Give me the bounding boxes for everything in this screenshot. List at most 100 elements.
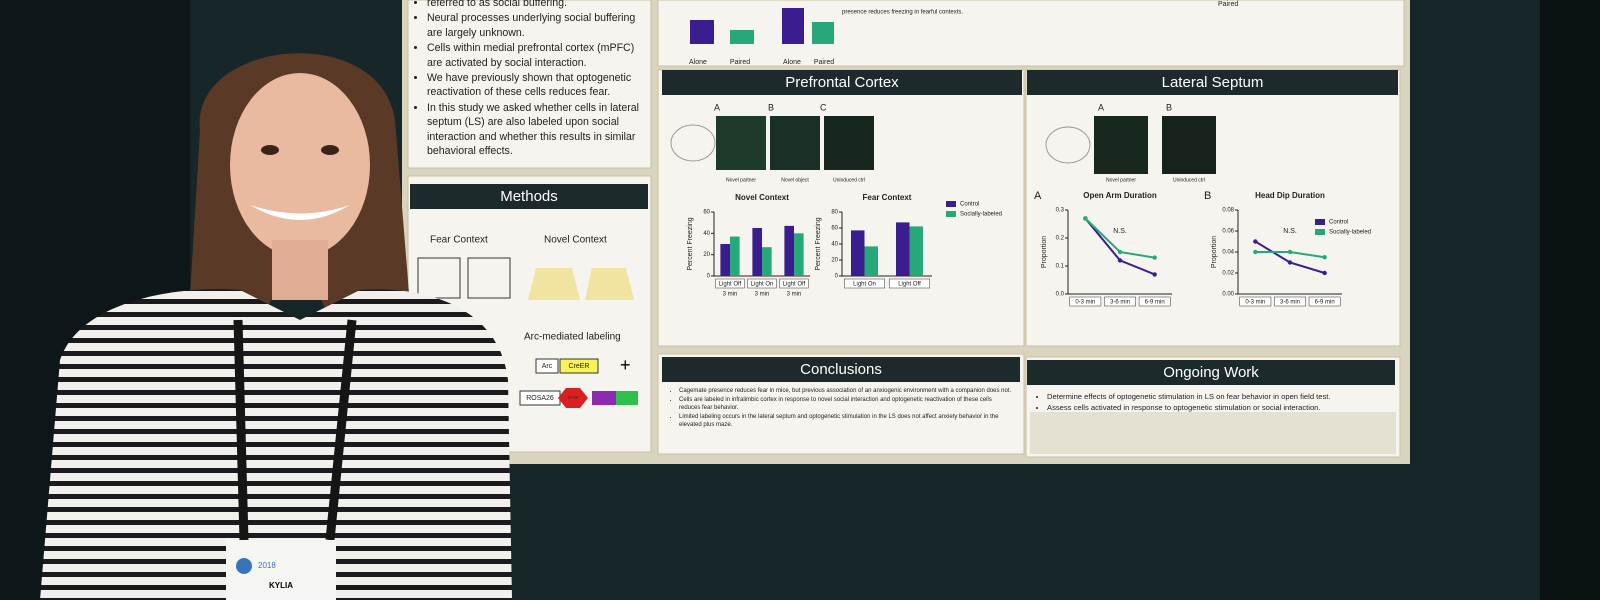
x-label-box (844, 278, 885, 289)
legend-swatch (1315, 229, 1325, 235)
point (1253, 249, 1258, 255)
conclusions-text: Cagemate presence reduces fear in mice, … (666, 387, 1014, 430)
micrograph (824, 116, 874, 170)
caption: Uninduced ctrl (1173, 177, 1205, 183)
legend-entry: Socially-labeled (960, 212, 1002, 218)
panel-letter: A (1098, 102, 1104, 112)
mini-bar (730, 30, 754, 44)
label: Alone (783, 59, 801, 66)
legend-entry: Control (1329, 220, 1348, 226)
gene-box (592, 391, 616, 405)
mini-bar (782, 8, 804, 44)
lanyard (233, 319, 357, 541)
eye (261, 145, 279, 155)
legend-swatch (1315, 219, 1325, 225)
x-tick-label: 0-3 min (1075, 300, 1095, 306)
axis-label: Proportion (1041, 236, 1048, 268)
shirt (40, 289, 512, 600)
legend-entry: Paired (1218, 1, 1238, 8)
y-tick-label: 0 (835, 274, 839, 280)
x-tick-label: 0-3 min (1245, 300, 1265, 306)
y-tick-label: 0.08 (1222, 208, 1234, 214)
point (1152, 255, 1157, 260)
x-tick-label: 3-6 min (1110, 300, 1130, 306)
y-tick-label: 0 (707, 274, 711, 280)
y-tick-label: 0.0 (1056, 292, 1065, 298)
panel-letter: A (714, 102, 720, 112)
point (1083, 216, 1088, 221)
arena (528, 268, 580, 300)
y-tick-label: 0.00 (1222, 292, 1234, 298)
badge-name: KYLIA (269, 581, 293, 590)
bullet: Cagemate presence reduces fear in mice, … (679, 387, 1014, 395)
y-tick-label: 0.1 (1056, 264, 1065, 270)
legend-swatch (946, 201, 956, 207)
x-sublabel: 3 min (787, 292, 802, 298)
board-edge (1540, 0, 1600, 600)
gene-box (559, 358, 599, 374)
point (1117, 258, 1123, 263)
bullet: referred to as social buffering. (427, 0, 646, 10)
label: Alone (689, 59, 707, 66)
caption: Novel partner (1106, 177, 1136, 183)
caption: Uninduced ctrl (833, 177, 865, 183)
section-header: Conclusions (662, 357, 1020, 382)
bar (752, 228, 762, 276)
method-label: Arc-mediated labeling (524, 332, 621, 343)
y-tick-label: 60 (831, 226, 838, 232)
bullet-list: Cagemate presence reduces fear in mice, … (666, 387, 1014, 429)
point (1322, 255, 1327, 260)
brain-outline (1045, 126, 1091, 164)
point (1322, 270, 1327, 276)
bar (730, 236, 740, 276)
eye (321, 145, 339, 155)
x-tick-label: Light Off (898, 282, 921, 288)
section-header: Lateral Septum (1027, 70, 1398, 95)
y-tick-label: 60 (703, 210, 710, 216)
bar (762, 247, 772, 276)
chamber (467, 257, 511, 299)
x-sublabel: 3 min (755, 292, 770, 298)
gene-box (535, 358, 559, 374)
x-tick-label: Light Off (783, 282, 806, 288)
bullet: We have previously shown that optogeneti… (427, 71, 646, 100)
label: Paired (814, 59, 834, 66)
bar (864, 246, 878, 276)
bullet: Neural processes underlying social buffe… (427, 11, 646, 40)
x-label-box (889, 278, 930, 289)
bullet: In this study we asked whether cells in … (427, 101, 646, 159)
axis-label: Proportion (1211, 236, 1218, 268)
legend-swatch (946, 211, 956, 217)
y-tick-label: 0.06 (1222, 229, 1234, 235)
bullet: Determine effects of optogenetic stimula… (1047, 392, 1390, 402)
smile (250, 205, 350, 220)
bar (896, 222, 910, 276)
panel-letter: C (820, 102, 827, 112)
x-tick-label: Light Off (719, 282, 742, 288)
method-label: Novel Context (544, 235, 607, 246)
x-label-box (1104, 296, 1136, 307)
micrograph (770, 116, 820, 170)
gene-label: CreER (568, 363, 589, 370)
y-tick-label: 40 (831, 242, 838, 248)
panel-letter: B (1166, 102, 1172, 112)
axis-label: Percent Freezing (687, 217, 694, 270)
micrograph (1094, 116, 1148, 174)
x-label-box (1239, 296, 1272, 307)
intro-panel (407, 0, 652, 169)
bar (851, 230, 865, 276)
x-label-box (1274, 296, 1306, 307)
badge-year: 2018 (258, 561, 276, 570)
chart-title: Head Dip Duration (1255, 191, 1325, 200)
bar (794, 233, 804, 276)
x-label-box (1069, 296, 1102, 307)
bullet: Cells within medial prefrontal cortex (m… (427, 41, 646, 70)
point (1117, 249, 1123, 255)
caption: Novel object (781, 177, 809, 183)
bar (784, 225, 794, 276)
x-tick-label: Light On (751, 282, 774, 288)
x-label-box (779, 278, 809, 289)
annotation: N.S. (1113, 228, 1127, 235)
results-strip (657, 0, 1405, 67)
y-tick-label: 0.2 (1056, 236, 1065, 242)
